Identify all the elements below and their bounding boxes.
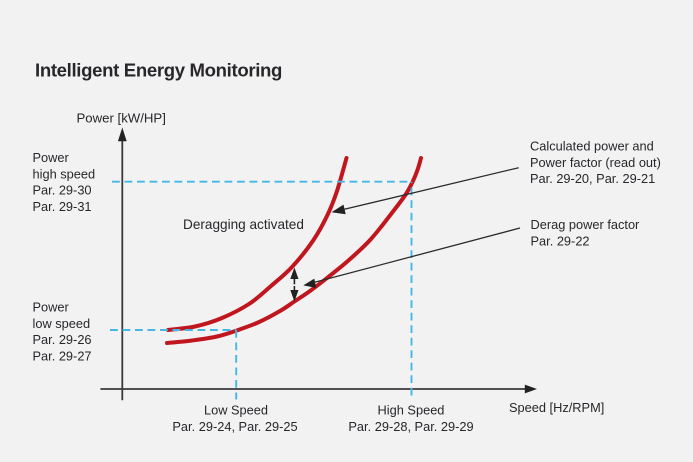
svg-text:Power [kW/HP]: Power [kW/HP]: [77, 110, 166, 125]
svg-text:High Speed: High Speed: [378, 403, 445, 418]
svg-text:Par. 29-31: Par. 29-31: [33, 199, 92, 214]
svg-text:Power: Power: [33, 150, 70, 165]
svg-text:Par. 29-20, Par. 29-21: Par. 29-20, Par. 29-21: [530, 171, 655, 186]
svg-text:Intelligent Energy Monitoring: Intelligent Energy Monitoring: [35, 60, 282, 81]
svg-text:Derag power factor: Derag power factor: [531, 217, 641, 232]
svg-text:Deragging activated: Deragging activated: [183, 217, 304, 232]
svg-text:Speed [Hz/RPM]: Speed [Hz/RPM]: [509, 400, 604, 415]
svg-text:Par. 29-28, Par. 29-29: Par. 29-28, Par. 29-29: [348, 419, 473, 434]
svg-text:Par. 29-26: Par. 29-26: [33, 332, 92, 347]
svg-text:high speed: high speed: [33, 166, 96, 181]
svg-text:Par. 29-22: Par. 29-22: [531, 233, 590, 248]
svg-text:low speed: low speed: [33, 316, 91, 331]
svg-text:Par. 29-30: Par. 29-30: [33, 183, 92, 198]
svg-text:Power factor (read out): Power factor (read out): [530, 155, 661, 170]
svg-text:Par. 29-27: Par. 29-27: [33, 348, 92, 363]
svg-text:Calculated power and: Calculated power and: [530, 139, 654, 154]
svg-text:Par. 29-24, Par. 29-25: Par. 29-24, Par. 29-25: [172, 419, 297, 434]
svg-text:Power: Power: [33, 300, 70, 315]
svg-text:Low Speed: Low Speed: [204, 403, 268, 418]
